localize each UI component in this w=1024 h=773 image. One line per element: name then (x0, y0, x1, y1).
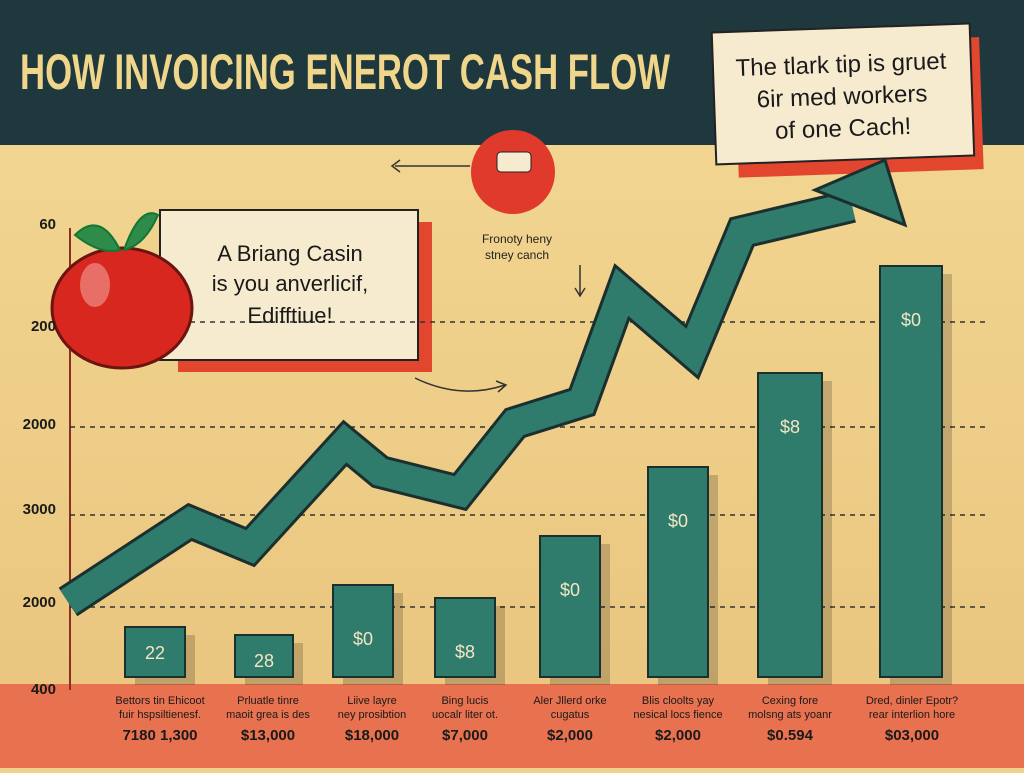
category-line: maoit grea is des (226, 709, 310, 721)
badge-icon (496, 151, 532, 173)
callout-box (710, 22, 976, 166)
callout-text: is you anverlicif, (212, 271, 369, 296)
y-label: 60 (39, 216, 56, 233)
category-value: $0.594 (767, 727, 814, 744)
bar (879, 265, 943, 678)
y-label: 2000 (23, 594, 56, 611)
callout-text: of one Cach! (775, 113, 912, 145)
y-label: 200 (31, 318, 56, 335)
category-line: cugatus (551, 709, 590, 721)
bar-label: $0 (560, 580, 580, 600)
bar (124, 626, 186, 678)
category-line: Blis cloolts yay (642, 695, 715, 707)
bar-label: $0 (353, 629, 373, 649)
category-line: uocalr liter ot. (432, 709, 498, 721)
y-label: 3000 (23, 501, 56, 518)
callout-text: Edifftiue! (247, 303, 332, 328)
category-line: Dred, dinler Epotr? (866, 695, 958, 707)
bar-label: $0 (668, 511, 688, 531)
category-line: rear interlion hore (869, 709, 955, 721)
bar (332, 584, 394, 678)
bar-label: 28 (254, 651, 274, 671)
category-line: Cexing fore (762, 695, 818, 707)
bars: 22 28 $0 $8 $0 $0 $8 $0 (124, 265, 952, 685)
category-line: Liive layre (347, 695, 397, 707)
y-label: 2000 (23, 416, 56, 433)
bar-label: 22 (145, 643, 165, 663)
grid (70, 321, 985, 608)
bar (434, 597, 496, 678)
arrow (414, 377, 508, 393)
trend-arrow-head (811, 157, 908, 228)
category-line: nesical locs fience (633, 709, 722, 721)
y-label: 400 (31, 681, 56, 698)
category-value: 7180 1,300 (122, 727, 197, 744)
category-value: $13,000 (241, 727, 295, 744)
bar (234, 634, 294, 678)
apple (50, 246, 194, 370)
note-text: stney canch (485, 248, 549, 262)
footer-band (0, 684, 1024, 768)
category-line: Bettors tin Ehicoot (115, 695, 204, 707)
bar (539, 535, 601, 678)
category-line: fuir hspsiltienesf. (119, 709, 201, 721)
category-value: $2,000 (547, 727, 593, 744)
apple-leaves (73, 212, 160, 252)
category-value: $7,000 (442, 727, 488, 744)
note-text: Fronoty heny (482, 232, 552, 246)
callout-box (159, 209, 419, 361)
category-value: $18,000 (345, 727, 399, 744)
arrow (574, 265, 586, 298)
apple-shine (80, 263, 110, 307)
bar (647, 466, 709, 678)
bar-label: $0 (901, 310, 921, 330)
category-line: Aler Jllerd orke (533, 695, 606, 707)
category-line: ney prosibtion (338, 709, 407, 721)
trend-arrow (60, 192, 856, 614)
category-line: Prluatle tinre (237, 695, 299, 707)
category-line: Bing lucis (441, 695, 489, 707)
arrow-head (390, 159, 401, 173)
callout-text: A Briang Casin (217, 241, 363, 266)
category-value: $2,000 (655, 727, 701, 744)
bar (757, 372, 823, 678)
bar-label: $8 (455, 642, 475, 662)
title: HOW INVOICING ENEROT CASH FLOW (20, 44, 671, 100)
bar-label: $8 (780, 417, 800, 437)
category-line: molsng ats yoanr (748, 709, 832, 721)
callout-text: 6ir med workers (756, 80, 928, 113)
category-value: $03,000 (885, 727, 939, 744)
